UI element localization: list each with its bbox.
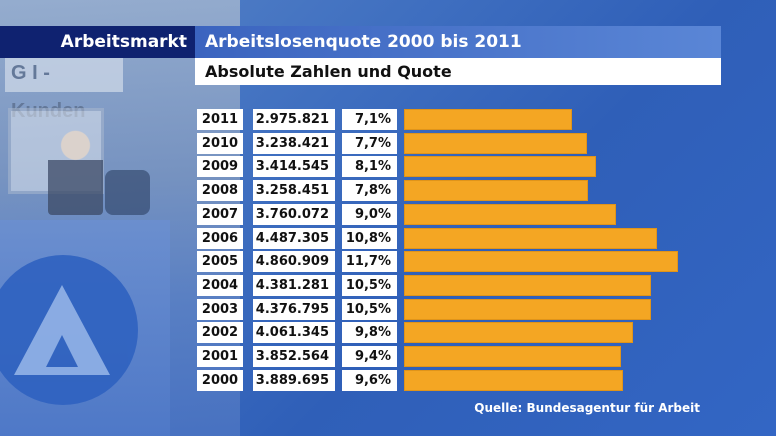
bar bbox=[404, 298, 651, 320]
year-label: 2011 bbox=[197, 109, 243, 130]
agency-logo-icon bbox=[0, 255, 138, 405]
quote-label: 9,0% bbox=[342, 203, 397, 225]
quote-label: 9,6% bbox=[342, 369, 397, 391]
bar bbox=[404, 203, 616, 225]
absolute-value-label: 4.487.305 bbox=[253, 227, 335, 249]
year-label: 2003 bbox=[197, 298, 243, 320]
logo-triangle-cutout bbox=[46, 335, 78, 367]
bar bbox=[404, 274, 651, 296]
quote-label: 7,1% bbox=[342, 109, 397, 130]
subtitle-bar bbox=[195, 58, 721, 85]
absolute-value-label: 3.238.421 bbox=[253, 132, 335, 154]
year-label: 2002 bbox=[197, 322, 243, 344]
absolute-value-label: 2.975.821 bbox=[253, 109, 335, 130]
quote-label: 11,7% bbox=[342, 251, 397, 273]
section-label: Arbeitsmarkt bbox=[60, 32, 187, 52]
bar bbox=[404, 132, 587, 154]
year-label: 2004 bbox=[197, 274, 243, 296]
bar bbox=[404, 322, 633, 344]
bar bbox=[404, 109, 572, 130]
quote-label: 8,1% bbox=[342, 156, 397, 178]
background-person bbox=[48, 130, 103, 215]
bar bbox=[404, 156, 597, 178]
quote-label: 10,8% bbox=[342, 227, 397, 249]
absolute-value-label: 4.381.281 bbox=[253, 274, 335, 296]
chart-title: Arbeitslosenquote 2000 bis 2011 bbox=[205, 32, 522, 52]
bar bbox=[404, 227, 657, 249]
chart-subtitle: Absolute Zahlen und Quote bbox=[205, 62, 452, 81]
absolute-value-label: 3.852.564 bbox=[253, 346, 335, 367]
absolute-value-label: 4.061.345 bbox=[253, 322, 335, 344]
background-sign: G I - Kunden bbox=[5, 54, 123, 122]
background-chair bbox=[105, 170, 150, 215]
quote-label: 10,5% bbox=[342, 274, 397, 296]
year-label: 2007 bbox=[197, 203, 243, 225]
year-label: 2009 bbox=[197, 156, 243, 178]
quote-label: 7,7% bbox=[342, 132, 397, 154]
bar bbox=[404, 369, 624, 391]
absolute-value-label: 3.889.695 bbox=[253, 369, 335, 391]
year-label: 2000 bbox=[197, 369, 243, 391]
absolute-value-label: 3.414.545 bbox=[253, 156, 335, 178]
bar bbox=[404, 346, 622, 367]
year-label: 2001 bbox=[197, 346, 243, 367]
absolute-value-label: 4.860.909 bbox=[253, 251, 335, 273]
source-note: Quelle: Bundesagentur für Arbeit bbox=[474, 401, 700, 415]
absolute-value-label: 3.760.072 bbox=[253, 203, 335, 225]
quote-label: 9,8% bbox=[342, 322, 397, 344]
bar bbox=[404, 180, 588, 202]
header-title-bar bbox=[195, 26, 721, 58]
absolute-value-label: 3.258.451 bbox=[253, 180, 335, 202]
quote-label: 7,8% bbox=[342, 180, 397, 202]
year-label: 2010 bbox=[197, 132, 243, 154]
year-label: 2008 bbox=[197, 180, 243, 202]
header-section-bar bbox=[0, 26, 195, 58]
year-label: 2006 bbox=[197, 227, 243, 249]
quote-label: 9,4% bbox=[342, 346, 397, 367]
bar bbox=[404, 251, 678, 273]
absolute-value-label: 4.376.795 bbox=[253, 298, 335, 320]
year-label: 2005 bbox=[197, 251, 243, 273]
quote-label: 10,5% bbox=[342, 298, 397, 320]
